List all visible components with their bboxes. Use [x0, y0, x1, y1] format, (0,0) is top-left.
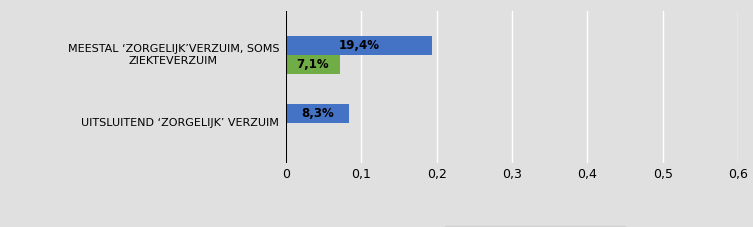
Legend: Roma, Woonwagen: Roma, Woonwagen	[444, 226, 626, 227]
Text: 8,3%: 8,3%	[301, 107, 334, 120]
Bar	[286, 55, 340, 74]
Text: 7,1%: 7,1%	[297, 58, 329, 71]
Text: 19,4%: 19,4%	[339, 39, 380, 52]
Bar	[286, 104, 349, 123]
Bar	[286, 36, 432, 55]
